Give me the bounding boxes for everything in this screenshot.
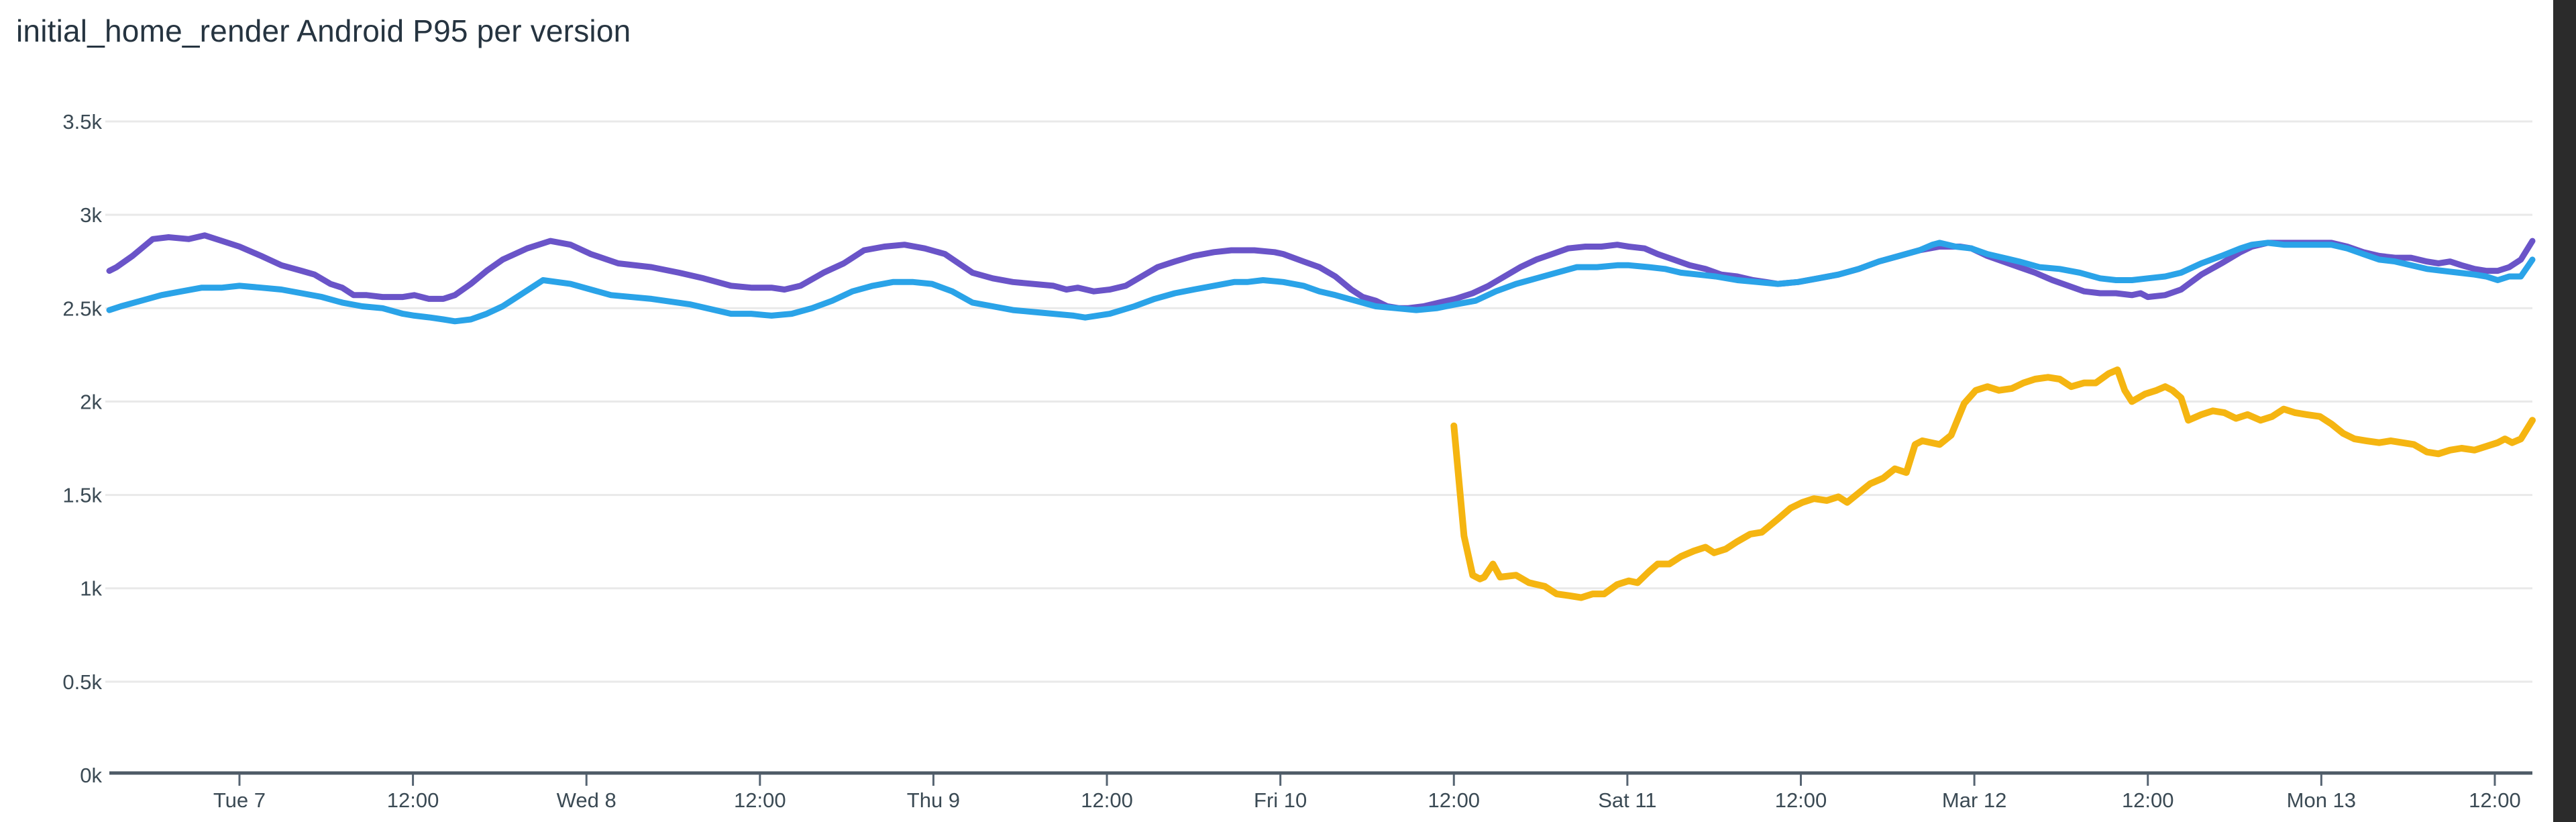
svg-text:Mar 12: Mar 12 — [1942, 788, 2006, 812]
svg-text:Wed 8: Wed 8 — [557, 788, 616, 812]
y-gridlines — [105, 120, 2532, 683]
svg-text:3.5k: 3.5k — [62, 110, 102, 134]
svg-text:12:00: 12:00 — [2122, 788, 2174, 812]
svg-text:0k: 0k — [80, 764, 102, 787]
svg-text:Fri 10: Fri 10 — [1254, 788, 1307, 812]
svg-text:2.5k: 2.5k — [62, 297, 102, 320]
series-purple-line — [106, 232, 2536, 311]
svg-text:1.5k: 1.5k — [62, 484, 102, 507]
scrollbar[interactable] — [2553, 0, 2576, 822]
svg-text:12:00: 12:00 — [2469, 788, 2521, 812]
series-yellow-line — [1450, 366, 2536, 601]
svg-text:12:00: 12:00 — [387, 788, 439, 812]
svg-text:Mon 13: Mon 13 — [2287, 788, 2356, 812]
x-axis: Tue 7 12:00 Wed 8 12:00 Thu 9 12:00 Fri 10 12:0… — [109, 771, 2532, 812]
y-axis-labels: 0k 0.5k 1k 1.5k 2k 2.5k 3k 3.5k — [62, 110, 102, 787]
svg-text:2k: 2k — [80, 390, 102, 413]
svg-text:12:00: 12:00 — [1428, 788, 1480, 812]
svg-text:1k: 1k — [80, 577, 102, 601]
svg-text:0.5k: 0.5k — [62, 670, 102, 694]
chart-title: initial_home_render Android P95 per vers… — [16, 13, 631, 48]
svg-text:Tue 7: Tue 7 — [213, 788, 266, 812]
svg-text:12:00: 12:00 — [1775, 788, 1827, 812]
series-blue-line — [106, 240, 2536, 325]
svg-text:Sat 11: Sat 11 — [1598, 788, 1656, 812]
svg-text:3k: 3k — [80, 203, 102, 227]
svg-text:12:00: 12:00 — [734, 788, 786, 812]
svg-text:Thu 9: Thu 9 — [907, 788, 960, 812]
svg-text:12:00: 12:00 — [1081, 788, 1133, 812]
